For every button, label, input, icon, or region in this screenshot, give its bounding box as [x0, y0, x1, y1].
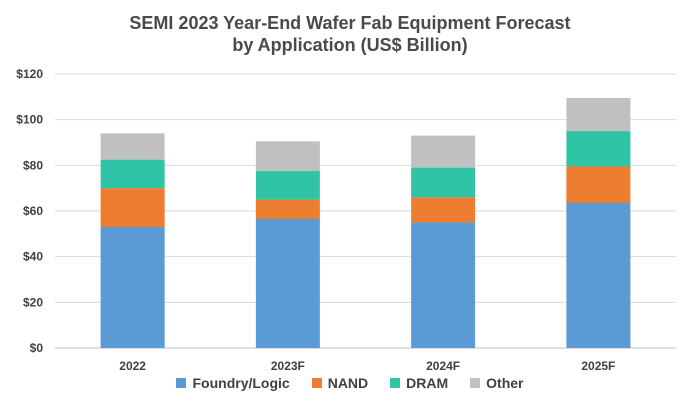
x-tick-label: 2025F	[581, 359, 615, 373]
legend-swatch	[176, 378, 187, 388]
bar-segment-other	[255, 141, 320, 172]
bar-segment-dram	[566, 131, 631, 167]
legend-label: Foundry/Logic	[192, 375, 290, 391]
bar-segment-other	[411, 135, 476, 168]
bar-segment-foundry-logic	[100, 226, 165, 348]
x-tick-label: 2023F	[271, 359, 305, 373]
x-tick-label: 2022	[119, 359, 146, 373]
legend-item: DRAM	[390, 375, 448, 391]
legend-swatch	[470, 378, 481, 388]
y-tick-label: $80	[23, 158, 43, 172]
legend-item: Foundry/Logic	[176, 375, 290, 391]
bar-segment-dram	[255, 171, 320, 200]
bar-segment-nand	[255, 199, 320, 219]
bar-segment-foundry-logic	[566, 203, 631, 348]
x-tick-label: 2024F	[426, 359, 460, 373]
legend-swatch	[311, 378, 322, 388]
chart-legend: Foundry/Logic NAND DRAM Other	[0, 375, 700, 391]
bar-segment-nand	[100, 188, 165, 227]
y-tick-label: $40	[23, 250, 43, 264]
bar-segment-foundry-logic	[411, 222, 476, 348]
bar-segment-other	[566, 97, 631, 132]
chart-title: SEMI 2023 Year-End Wafer Fab Equipment F…	[129, 13, 571, 33]
bar-segment-nand	[566, 166, 631, 204]
bar-segment-foundry-logic	[255, 218, 320, 348]
y-tick-label: $60	[23, 204, 43, 218]
y-tick-label: $0	[30, 341, 44, 355]
y-tick-label: $120	[16, 67, 43, 81]
bar-segment-dram	[411, 167, 476, 198]
legend-item: NAND	[311, 375, 369, 391]
y-tick-label: $100	[16, 113, 43, 127]
legend-label: Other	[486, 375, 524, 391]
bar-segment-nand	[411, 197, 476, 223]
y-tick-label: $20	[23, 295, 43, 309]
legend-item: Other	[470, 375, 524, 391]
legend-swatch	[390, 378, 401, 388]
bar-segment-dram	[100, 159, 165, 189]
legend-label: NAND	[327, 375, 369, 391]
bar-segment-other	[100, 133, 165, 160]
legend-label: DRAM	[406, 375, 449, 391]
chart-subtitle: by Application (US$ Billion)	[232, 35, 468, 55]
